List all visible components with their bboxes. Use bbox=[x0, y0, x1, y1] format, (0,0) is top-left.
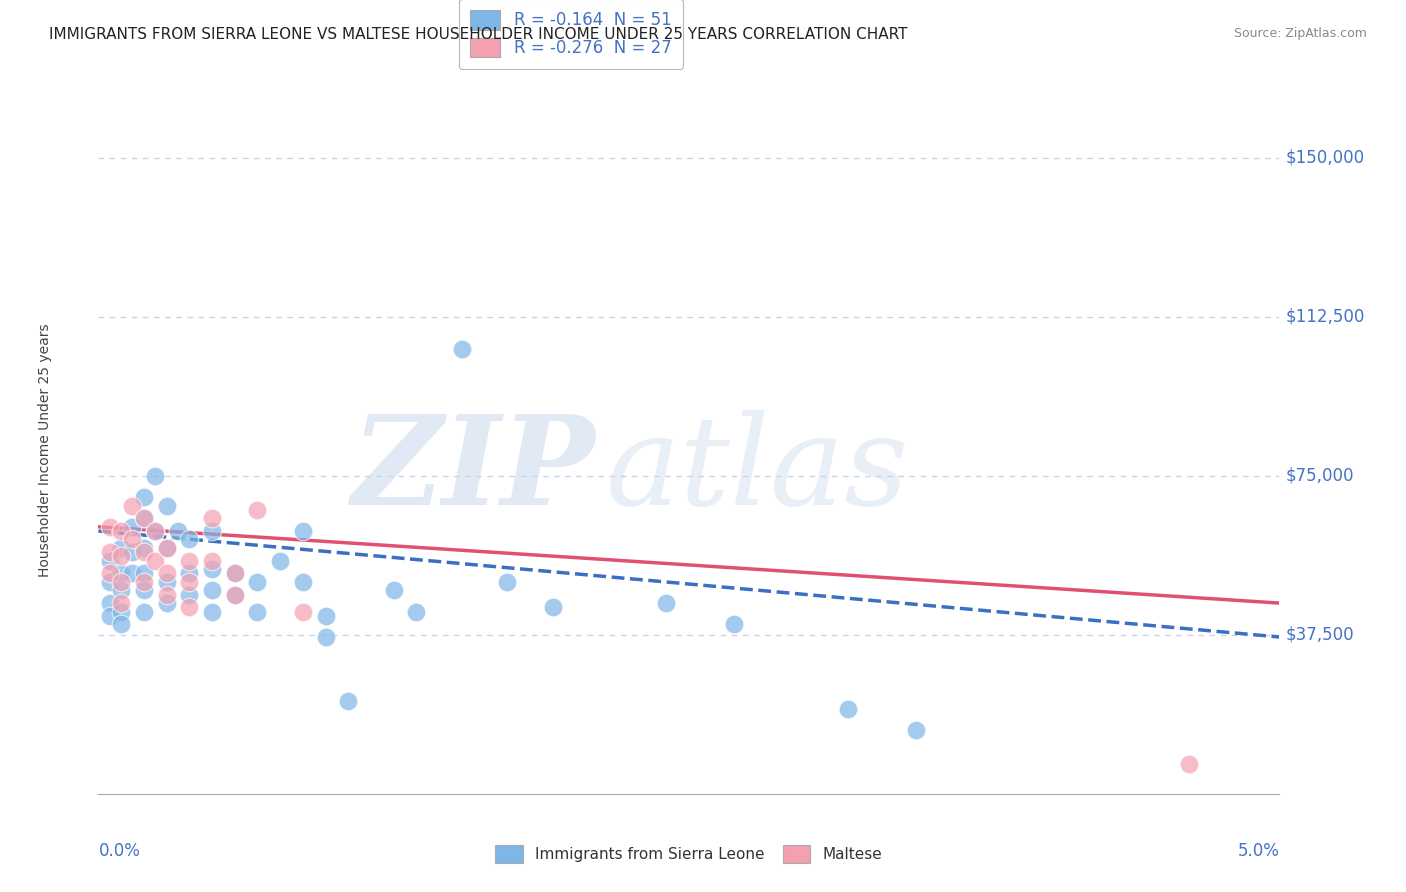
Point bbox=[291, 574, 314, 589]
Text: 0.0%: 0.0% bbox=[98, 842, 141, 860]
Point bbox=[201, 562, 224, 576]
Point bbox=[1177, 757, 1199, 772]
Text: $37,500: $37,500 bbox=[1285, 626, 1354, 644]
Point bbox=[98, 574, 121, 589]
Point bbox=[246, 605, 269, 619]
Point bbox=[405, 605, 427, 619]
Point bbox=[155, 541, 177, 555]
Point bbox=[132, 545, 155, 559]
Point bbox=[179, 533, 201, 547]
Point bbox=[110, 566, 132, 581]
Point bbox=[98, 554, 121, 568]
Point bbox=[155, 499, 177, 513]
Text: Householder Income Under 25 years: Householder Income Under 25 years bbox=[38, 324, 52, 577]
Point bbox=[155, 596, 177, 610]
Point bbox=[837, 702, 859, 716]
Point bbox=[224, 588, 246, 602]
Point bbox=[110, 524, 132, 538]
Point bbox=[110, 596, 132, 610]
Point bbox=[110, 583, 132, 598]
Point bbox=[132, 511, 155, 525]
Point bbox=[246, 574, 269, 589]
Point bbox=[132, 605, 155, 619]
Point bbox=[224, 566, 246, 581]
Point bbox=[315, 608, 337, 623]
Point bbox=[110, 574, 132, 589]
Point bbox=[179, 554, 201, 568]
Point bbox=[246, 503, 269, 517]
Point bbox=[121, 545, 143, 559]
Point bbox=[143, 554, 166, 568]
Point bbox=[110, 549, 132, 564]
Text: IMMIGRANTS FROM SIERRA LEONE VS MALTESE HOUSEHOLDER INCOME UNDER 25 YEARS CORREL: IMMIGRANTS FROM SIERRA LEONE VS MALTESE … bbox=[49, 27, 908, 42]
Text: $150,000: $150,000 bbox=[1285, 149, 1364, 167]
Point bbox=[905, 723, 928, 738]
Point bbox=[450, 342, 472, 356]
Point bbox=[269, 554, 291, 568]
Point bbox=[132, 490, 155, 504]
Point bbox=[496, 574, 519, 589]
Point bbox=[655, 596, 678, 610]
Point bbox=[155, 574, 177, 589]
Point bbox=[315, 630, 337, 644]
Text: $112,500: $112,500 bbox=[1285, 308, 1365, 326]
Point bbox=[541, 600, 564, 615]
Point bbox=[121, 566, 143, 581]
Point bbox=[132, 574, 155, 589]
Point bbox=[110, 605, 132, 619]
Point bbox=[201, 524, 224, 538]
Point bbox=[132, 541, 155, 555]
Point bbox=[179, 574, 201, 589]
Point bbox=[98, 566, 121, 581]
Point bbox=[201, 583, 224, 598]
Point bbox=[155, 541, 177, 555]
Point bbox=[121, 533, 143, 547]
Point bbox=[337, 693, 360, 707]
Point bbox=[132, 566, 155, 581]
Point bbox=[201, 605, 224, 619]
Text: atlas: atlas bbox=[606, 410, 910, 532]
Point bbox=[143, 469, 166, 483]
Text: Source: ZipAtlas.com: Source: ZipAtlas.com bbox=[1233, 27, 1367, 40]
Point bbox=[179, 588, 201, 602]
Text: $75,000: $75,000 bbox=[1285, 467, 1354, 485]
Text: ZIP: ZIP bbox=[350, 410, 595, 532]
Point bbox=[179, 600, 201, 615]
Point bbox=[98, 596, 121, 610]
Point bbox=[98, 608, 121, 623]
Point bbox=[224, 588, 246, 602]
Point bbox=[155, 566, 177, 581]
Point bbox=[98, 545, 121, 559]
Text: 5.0%: 5.0% bbox=[1237, 842, 1279, 860]
Point bbox=[132, 511, 155, 525]
Point bbox=[121, 499, 143, 513]
Point bbox=[179, 566, 201, 581]
Point bbox=[291, 605, 314, 619]
Point bbox=[110, 541, 132, 555]
Point bbox=[723, 617, 745, 632]
Legend: Immigrants from Sierra Leone, Maltese: Immigrants from Sierra Leone, Maltese bbox=[489, 838, 889, 869]
Point bbox=[143, 524, 166, 538]
Point bbox=[291, 524, 314, 538]
Point bbox=[201, 554, 224, 568]
Point bbox=[155, 588, 177, 602]
Point bbox=[167, 524, 190, 538]
Point bbox=[143, 524, 166, 538]
Point bbox=[98, 520, 121, 534]
Point bbox=[110, 617, 132, 632]
Point bbox=[201, 511, 224, 525]
Point bbox=[382, 583, 405, 598]
Point bbox=[132, 583, 155, 598]
Point bbox=[121, 520, 143, 534]
Point bbox=[224, 566, 246, 581]
